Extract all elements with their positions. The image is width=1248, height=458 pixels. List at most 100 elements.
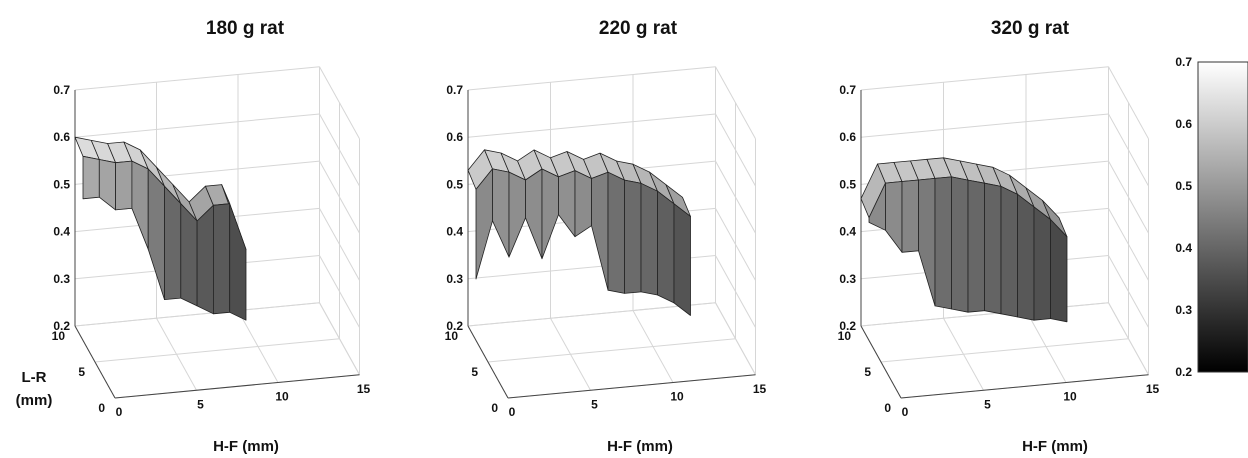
x-tick-label: 15 (1146, 382, 1160, 396)
gridline (1108, 208, 1149, 281)
surface-face (492, 168, 510, 258)
surface-face (115, 160, 133, 211)
surface-face (607, 171, 625, 294)
y-tick-labels: 0 5 10 (838, 329, 892, 415)
surface-face (196, 204, 214, 315)
surface-face (918, 177, 936, 307)
surface-face (967, 179, 985, 313)
x-tick-label: 5 (197, 397, 204, 411)
x-tick-label: 15 (357, 382, 371, 396)
x-tick-label: 10 (275, 390, 289, 404)
surface (74, 136, 247, 321)
axis-line (507, 374, 756, 399)
colorbar-gradient (1197, 61, 1248, 373)
z-tick-label: 0.6 (53, 130, 70, 144)
colorbar-tick-label: 0.5 (1175, 179, 1192, 193)
x-tick-labels: 0 5 10 15 (509, 382, 767, 419)
axis-line (900, 374, 1149, 399)
surface-face (1000, 185, 1018, 318)
surface-face (901, 179, 919, 253)
axes-grid (74, 66, 360, 399)
axis-line (467, 325, 509, 399)
y-tick-label: 5 (864, 365, 871, 379)
y-tick-label: 0 (884, 401, 891, 415)
surface-face (624, 179, 642, 294)
surface-face (82, 155, 100, 200)
x-tick-label: 0 (116, 405, 123, 419)
surface-face (164, 185, 182, 301)
z-tick-label: 0.2 (446, 319, 463, 333)
x-tick-label: 0 (509, 405, 516, 419)
colorbar-tick-label: 0.3 (1175, 303, 1192, 317)
surface-face (574, 170, 592, 238)
z-tick-label: 0.4 (446, 225, 463, 239)
z-tick-label: 0.3 (53, 272, 70, 286)
gridline (1108, 113, 1149, 187)
surface-face (1050, 219, 1068, 323)
surface-face (657, 190, 675, 304)
x-tick-labels: 0 5 10 15 (902, 382, 1160, 419)
z-tick-label: 0.4 (839, 225, 856, 239)
surface-face (98, 159, 116, 211)
panel-180g: 180 g rat 0.2 0.3 0.4 0.5 0.6 0.7 0 5 10… (16, 18, 371, 455)
surface-face (885, 181, 903, 253)
gridline (1108, 255, 1149, 328)
gridline (715, 66, 756, 139)
surface-face (229, 203, 247, 321)
gridline (319, 208, 360, 281)
colorbar-tick-label: 0.7 (1175, 55, 1192, 69)
z-tick-label: 0.3 (446, 272, 463, 286)
z-tick-labels: 0.2 0.3 0.4 0.5 0.6 0.7 (839, 83, 856, 333)
colorbar-tick-labels: 0.2 0.3 0.4 0.5 0.6 0.7 (1175, 55, 1192, 379)
surface-face (591, 171, 609, 291)
y-tick-label: 10 (445, 329, 459, 343)
surface (860, 157, 1068, 323)
gridline (467, 66, 716, 91)
z-tick-label: 0.4 (53, 225, 70, 239)
surface-face (180, 203, 198, 307)
x-tick-label: 10 (670, 390, 684, 404)
axis-line (114, 374, 360, 399)
surface-face (212, 203, 231, 315)
surface-face (934, 176, 952, 310)
y-tick-label: 5 (78, 365, 85, 379)
colorbar: 0.2 0.3 0.4 0.5 0.6 0.7 (1175, 55, 1248, 379)
z-tick-label: 0.7 (839, 83, 856, 97)
surface-face (131, 160, 149, 250)
z-tick-label: 0.7 (446, 83, 463, 97)
axis-line (74, 325, 116, 399)
gridline (715, 255, 756, 328)
gridline (860, 66, 1109, 91)
y-axis-label-line2: (mm) (16, 392, 53, 409)
surface-face (673, 203, 691, 316)
z-tick-label: 0.3 (839, 272, 856, 286)
x-axis-label: H-F (mm) (607, 438, 673, 455)
gridline (860, 113, 1109, 138)
y-axis-label-line1: L-R (22, 369, 47, 386)
gridline (487, 338, 736, 363)
z-tick-label: 0.7 (53, 83, 70, 97)
panel-title: 320 g rat (991, 18, 1070, 39)
surface (467, 149, 691, 316)
gridline (74, 113, 320, 138)
gridline (319, 160, 360, 234)
y-tick-labels: 0 5 10 (52, 329, 106, 415)
gridline (319, 113, 360, 187)
surface-face (558, 170, 576, 238)
z-tick-label: 0.6 (839, 130, 856, 144)
gridline (94, 338, 340, 363)
colorbar-tick-label: 0.4 (1175, 241, 1192, 255)
gridline (319, 66, 360, 139)
y-tick-label: 10 (838, 329, 852, 343)
surface-face (1017, 193, 1035, 321)
colorbar-tick-label: 0.6 (1175, 117, 1192, 131)
panel-320g: 320 g rat 0.2 0.3 0.4 0.5 0.6 0.7 0 5 10… (838, 18, 1160, 455)
y-tick-label: 0 (98, 401, 105, 415)
x-axis-label: H-F (mm) (213, 438, 279, 455)
y-tick-label: 10 (52, 329, 66, 343)
x-tick-labels: 0 5 10 15 (116, 382, 371, 419)
surface-face (640, 182, 658, 296)
z-tick-label: 0.2 (53, 319, 70, 333)
gridline (467, 302, 716, 327)
